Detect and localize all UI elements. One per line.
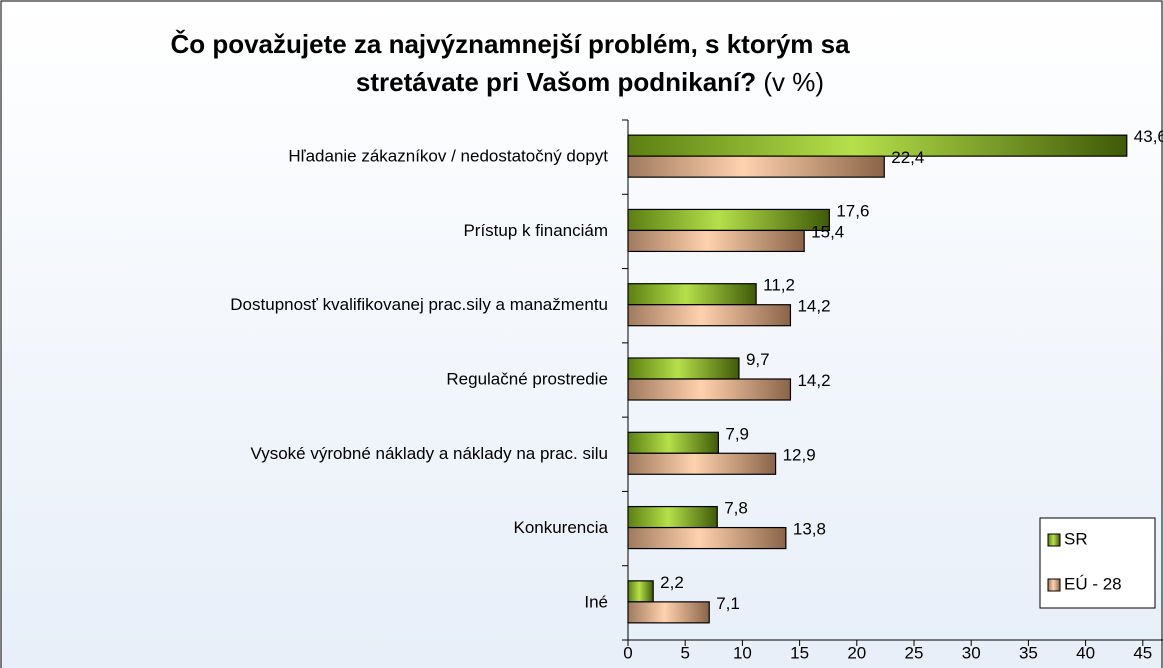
value-label: 43,6 (1134, 127, 1163, 146)
value-label: 12,9 (783, 445, 816, 464)
chart-title: Čo považujete za najvýznamnejší problém,… (170, 29, 850, 59)
y-tick-label: Konkurencia (513, 518, 608, 537)
bar (627, 357, 740, 380)
x-tick-label: 30 (962, 643, 981, 662)
legend (1039, 517, 1156, 609)
legend-label: SR (1064, 529, 1088, 548)
y-tick-label: Regulačné prostredie (446, 369, 608, 388)
value-label: 17,6 (836, 201, 869, 220)
bar (627, 452, 777, 475)
value-label: 7,9 (725, 424, 749, 443)
bar (627, 229, 805, 253)
x-tick-label: 5 (680, 643, 689, 662)
value-label: 13,8 (793, 520, 826, 539)
chart-title: stretávate pri Vašom podnikaní? (v %) (356, 67, 824, 97)
value-label: 22,4 (891, 148, 924, 167)
value-label: 11,2 (763, 276, 795, 295)
bar (627, 378, 792, 401)
bar (627, 155, 885, 178)
chart-subtitle: (v %) (763, 67, 824, 97)
bar (627, 526, 787, 550)
y-tick-label: Prístup k financiám (463, 221, 608, 240)
x-tick-label: 15 (790, 643, 809, 662)
value-label: 7,8 (724, 499, 748, 518)
x-tick-label: 35 (1019, 643, 1038, 662)
bar (627, 208, 830, 232)
y-tick-label: Hľadanie zákazníkov / nedostatočný dopyt (288, 147, 608, 166)
y-tick-label: Vysoké výrobné náklady a náklady na prac… (250, 444, 608, 463)
bar (627, 580, 654, 603)
legend-swatch (1047, 533, 1061, 547)
x-tick-label: 45 (1133, 643, 1152, 662)
y-tick-label: Dostupnosť kvalifikovanej prac.sily a ma… (230, 295, 608, 314)
legend-label: EÚ - 28 (1064, 574, 1122, 593)
bar (627, 283, 757, 306)
bar (627, 431, 719, 454)
value-label: 9,7 (746, 350, 770, 369)
x-tick-label: 25 (905, 643, 924, 662)
value-label: 14,2 (797, 297, 830, 316)
bar (627, 134, 1128, 157)
legend-swatch (1047, 578, 1061, 592)
bar (627, 601, 710, 624)
x-tick-label: 0 (623, 643, 632, 662)
x-tick-label: 20 (847, 643, 866, 662)
x-tick-label: 10 (733, 643, 752, 662)
chart-title: stretávate pri Vašom podnikaní? (356, 67, 756, 97)
value-label: 7,1 (716, 594, 740, 613)
x-tick-label: 40 (1076, 643, 1095, 662)
bar (627, 505, 718, 529)
value-label: 15,4 (811, 222, 844, 241)
y-tick-label: Iné (584, 592, 608, 611)
value-label: 2,2 (660, 573, 684, 592)
value-label: 14,2 (797, 371, 830, 390)
bar (627, 304, 792, 327)
